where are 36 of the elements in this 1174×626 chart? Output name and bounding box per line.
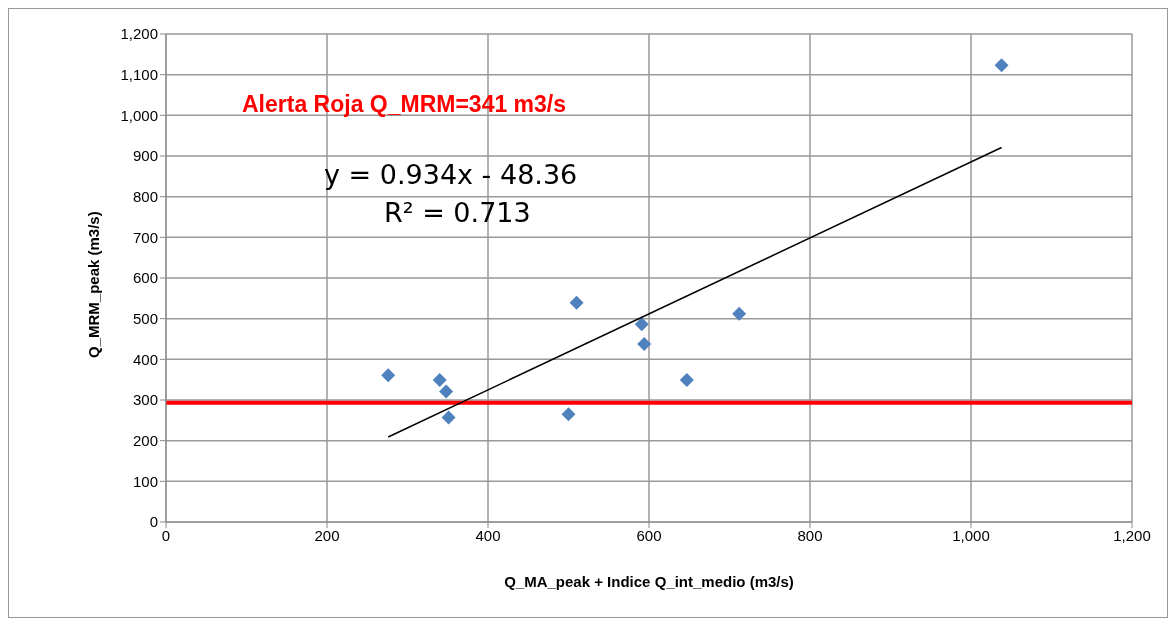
point [994,58,1009,73]
x-axis-title: Q_MA_peak + Indice Q_int_medio (m3/s) [504,573,794,590]
point [569,295,584,310]
x-tick-label: 1,000 [952,526,990,544]
annotation: R² = 0.713 [384,197,531,228]
annotation: y = 0.934x - 48.36 [324,159,578,190]
y-tick-label: 500 [132,309,158,327]
y-tick-label: 200 [132,431,158,449]
y-tick-label: 1,000 [120,106,158,124]
point [634,317,649,332]
x-tick-label: 800 [797,526,823,544]
point [439,384,454,399]
y-tick-label: 0 [149,513,158,531]
y-axis-title: Q_MRM_peak (m3/s) [85,211,103,358]
x-tick-label: 200 [314,526,340,544]
annotation: Alerta Roja Q_MRM=341 m3/s [242,91,567,118]
x-tick-label: 400 [475,526,501,544]
point [441,410,456,425]
point [679,373,694,388]
point [637,336,652,351]
y-tick-label: 100 [132,472,158,490]
y-tick-label: 800 [132,187,158,205]
point [432,373,447,388]
y-tick-label: 1,100 [120,65,158,83]
y-tick-label: 400 [132,350,158,368]
point [732,306,747,321]
point [381,368,396,383]
x-tick-label: 600 [636,526,662,544]
y-tick-label: 700 [132,228,158,246]
x-tick-label: 0 [161,526,171,544]
y-tick-label: 300 [132,391,158,409]
y-tick-label: 1,200 [120,25,158,43]
point [561,407,576,422]
y-tick-label: 600 [132,269,158,287]
x-tick-label: 1,200 [1113,526,1151,544]
y-tick-label: 900 [132,147,158,165]
